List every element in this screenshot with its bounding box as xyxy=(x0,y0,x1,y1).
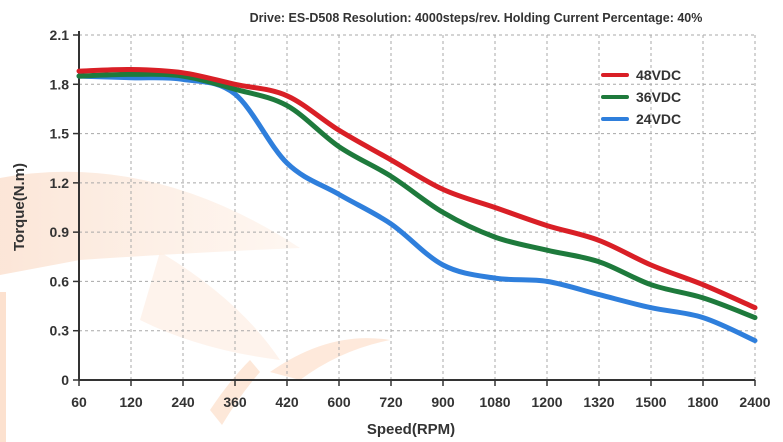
y-tick-label: 1.8 xyxy=(50,76,70,92)
y-tick-label: 0 xyxy=(61,372,69,388)
x-tick-label: 60 xyxy=(71,394,87,410)
x-tick-label: 420 xyxy=(275,394,299,410)
y-tick-label: 0.6 xyxy=(50,273,70,289)
x-tick-label: 240 xyxy=(171,394,195,410)
grid-lines xyxy=(79,34,756,380)
series-line-48vdc xyxy=(76,66,758,311)
y-tick-label: 1.2 xyxy=(50,175,70,191)
watermark-graphic xyxy=(0,171,390,442)
y-tick-label: 0.3 xyxy=(50,323,70,339)
x-tick-label: 1500 xyxy=(635,394,666,410)
y-tick-label: 2.1 xyxy=(50,27,70,43)
legend-label-48vdc: 48VDC xyxy=(636,67,681,83)
series-line-36vdc xyxy=(76,71,758,321)
data-series xyxy=(76,66,758,344)
x-tick-label: 360 xyxy=(223,394,247,410)
y-tick-label: 1.5 xyxy=(50,126,70,142)
x-tick-label: 2400 xyxy=(739,394,770,410)
x-tick-label: 900 xyxy=(431,394,455,410)
legend: 48VDC 36VDC 24VDC xyxy=(601,67,681,127)
x-tick-label: 120 xyxy=(119,394,143,410)
axes xyxy=(73,31,756,386)
x-axis-label: Speed(RPM) xyxy=(367,421,455,438)
y-tick-labels: 0 0.3 0.6 0.9 1.2 1.5 1.8 2.1 xyxy=(50,27,70,388)
series-line-24vdc xyxy=(76,73,758,344)
x-tick-label: 1200 xyxy=(531,394,562,410)
chart-title: Drive: ES-D508 Resolution: 4000steps/rev… xyxy=(250,11,703,25)
legend-label-24vdc: 24VDC xyxy=(636,111,681,127)
legend-label-36vdc: 36VDC xyxy=(636,89,681,105)
x-tick-label: 1080 xyxy=(479,394,510,410)
x-tick-label: 720 xyxy=(379,394,403,410)
y-axis-label: Torque(N.m) xyxy=(11,163,28,251)
x-tick-label: 600 xyxy=(327,394,351,410)
y-tick-label: 0.9 xyxy=(50,224,70,240)
x-tick-labels: 60 120 240 360 420 600 720 900 1080 1200 1320 1500 1… xyxy=(71,394,771,410)
x-tick-label: 1320 xyxy=(583,394,614,410)
x-tick-label: 1800 xyxy=(687,394,718,410)
